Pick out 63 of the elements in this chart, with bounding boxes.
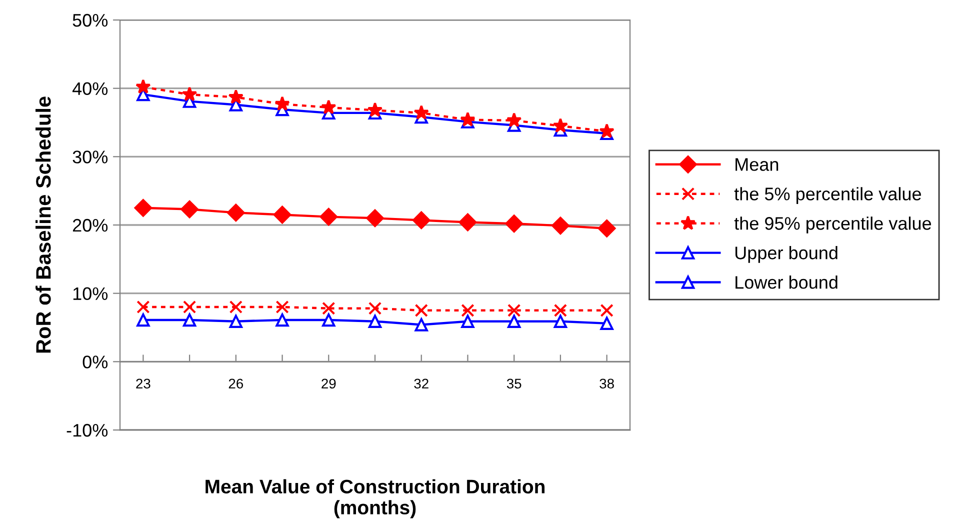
- point: [507, 314, 521, 328]
- x-tick-label: 23: [136, 378, 150, 389]
- point: [228, 89, 244, 104]
- point: [600, 316, 614, 330]
- point: [554, 304, 568, 318]
- point: [182, 86, 198, 102]
- point: [180, 200, 198, 218]
- point: [458, 213, 477, 232]
- point: [322, 302, 336, 315]
- point: [322, 313, 336, 327]
- point: [368, 302, 382, 315]
- point: [507, 304, 521, 318]
- point: [320, 99, 336, 114]
- x-tick-label: 38: [600, 378, 614, 389]
- point: [552, 216, 570, 235]
- x-axis-title: Mean Value of Construction Duration (months): [206, 479, 544, 518]
- point: [412, 211, 430, 230]
- y-tick-label: 40%: [72, 82, 108, 96]
- point: [227, 204, 245, 222]
- point: [414, 104, 430, 120]
- x-tick-label: 32: [414, 378, 428, 389]
- y-tick-label: 30%: [72, 150, 108, 164]
- point: [599, 123, 614, 138]
- point: [554, 314, 568, 328]
- point: [414, 304, 428, 318]
- point: [229, 314, 243, 328]
- point: [136, 78, 151, 94]
- point: [414, 318, 428, 332]
- x-tick-label: 35: [506, 378, 522, 389]
- point: [182, 313, 196, 327]
- x-tick-label: 26: [228, 378, 244, 389]
- point: [461, 314, 474, 328]
- point: [598, 220, 616, 238]
- y-axis-title: RoR of Baseline Schedule: [36, 96, 51, 353]
- point: [461, 304, 474, 318]
- point: [136, 300, 150, 314]
- point: [600, 304, 614, 318]
- y-tick-label: 50%: [72, 14, 108, 27]
- point: [136, 313, 150, 327]
- y-tick-label: 10%: [73, 287, 108, 300]
- point: [229, 300, 243, 314]
- x-tick-label: 29: [322, 378, 336, 389]
- point: [276, 300, 289, 314]
- point: [552, 118, 568, 133]
- legend-label: the 95% percentile value: [734, 216, 932, 234]
- point: [276, 313, 289, 327]
- point: [368, 314, 382, 328]
- legend-label: the 5% percentile value: [734, 187, 921, 204]
- point: [134, 199, 152, 217]
- point: [274, 96, 290, 111]
- point: [505, 214, 523, 233]
- point: [182, 300, 196, 314]
- point: [506, 112, 522, 128]
- point: [320, 208, 338, 226]
- point: [273, 206, 292, 224]
- y-tick-label: 20%: [72, 218, 108, 232]
- legend-label: Upper bound: [735, 246, 838, 263]
- y-tick-label: 0%: [82, 356, 108, 368]
- y-tick-label: -10%: [66, 424, 108, 437]
- point: [366, 209, 384, 228]
- point: [367, 102, 383, 117]
- legend-label: Mean: [736, 158, 778, 171]
- legend-label: Lower bound: [736, 276, 838, 289]
